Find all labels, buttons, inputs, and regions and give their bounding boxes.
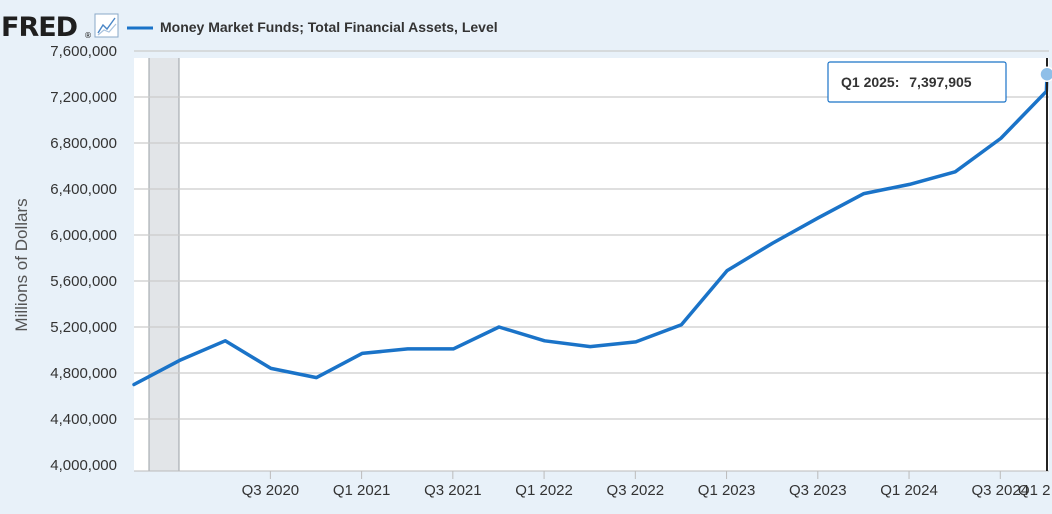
x-tick-label: Q3 2020 <box>242 482 300 499</box>
x-tick-label: Q3 2022 <box>607 482 665 499</box>
y-axis-label: Millions of Dollars <box>12 198 31 331</box>
x-tick-label: Q1 2022 <box>515 482 573 499</box>
y-tick-label: 4,000,000 <box>50 457 117 474</box>
svg-text:Q1 2025: 7,397,905: Q1 2025: 7,397,905 <box>841 74 972 90</box>
logo-registered-mark: ® <box>84 31 92 40</box>
y-tick-label: 7,600,000 <box>50 43 117 60</box>
y-tick-label: 6,800,000 <box>50 135 117 152</box>
recession-band <box>149 58 179 471</box>
plot-area <box>134 58 1049 471</box>
legend-label: Money Market Funds; Total Financial Asse… <box>160 19 498 35</box>
tooltip: Q1 2025: 7,397,905 <box>827 61 1007 103</box>
legend: Money Market Funds; Total Financial Asse… <box>127 19 498 35</box>
x-tick-label: Q1 2024 <box>880 482 938 499</box>
chart-line-icon <box>94 13 119 38</box>
x-tick-label: Q1 2 <box>1018 482 1051 499</box>
logo-text: FRED <box>1 12 77 43</box>
x-tick-label: Q3 2021 <box>424 482 482 499</box>
y-tick-label: 7,200,000 <box>50 89 117 106</box>
hover-point <box>1039 66 1052 82</box>
fred-logo[interactable]: FRED ® <box>1 12 119 43</box>
y-tick-label: 4,800,000 <box>50 365 117 382</box>
y-tick-label: 4,400,000 <box>50 411 117 428</box>
series-line <box>132 72 1049 387</box>
x-tick-label: Q3 2023 <box>789 482 847 499</box>
tooltip-value: 7,397,905 <box>909 74 971 90</box>
y-tick-label: 6,400,000 <box>50 181 117 198</box>
y-tick-label: 5,600,000 <box>50 273 117 290</box>
tooltip-label: Q1 2025: <box>841 74 899 90</box>
x-tick-label: Q1 2023 <box>698 482 756 499</box>
y-tick-label: 6,000,000 <box>50 227 117 244</box>
x-tick-label: Q3 2024 <box>972 482 1030 499</box>
x-axis-ticks: Q3 2020 Q1 2021 Q3 2021 Q1 2022 Q3 2022 Q1 20… <box>242 471 1051 499</box>
y-tick-label: 5,200,000 <box>50 319 117 336</box>
tooltip-box <box>827 61 1007 103</box>
x-tick-label: Q1 2021 <box>333 482 391 499</box>
y-axis-ticks: 4,000,000 4,400,000 4,800,000 5,200,000 5,60… <box>50 43 117 474</box>
